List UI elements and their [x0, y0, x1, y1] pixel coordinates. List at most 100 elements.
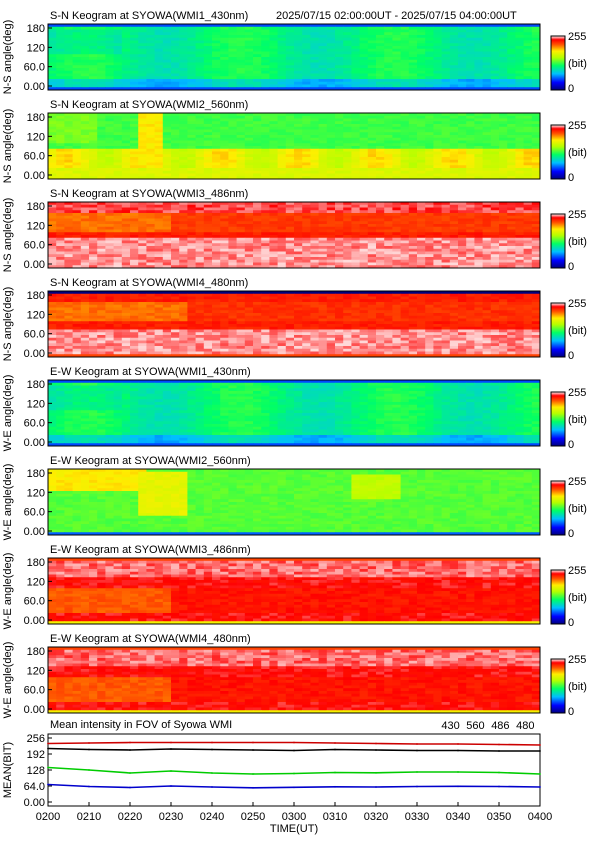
heatmap-cell [220, 168, 229, 172]
heatmap-cell [433, 59, 443, 63]
heatmap-cell [64, 240, 74, 244]
heatmap-cell [408, 135, 418, 139]
heatmap-cell [113, 143, 123, 147]
heatmap-cell [523, 132, 533, 136]
heatmap-cell [97, 259, 106, 263]
heatmap-cell [302, 168, 311, 172]
heatmap-cell [408, 118, 418, 122]
heatmap-cell [474, 224, 484, 228]
heatmap-cell [138, 293, 147, 297]
heatmap-cell [48, 218, 57, 222]
heatmap-cell [392, 296, 402, 300]
heatmap-cell [441, 146, 451, 150]
heatmap-cell [310, 81, 320, 85]
heatmap-cell [499, 140, 508, 144]
heatmap-cell [523, 221, 533, 225]
heatmap-cell [97, 79, 106, 83]
heatmap-cell [417, 299, 426, 303]
heatmap-cell [400, 293, 410, 297]
heatmap-cell [187, 115, 197, 119]
heatmap-cell [64, 293, 74, 297]
heatmap-cell [261, 204, 270, 208]
heatmap-cell [285, 235, 295, 239]
heatmap-cell [146, 291, 156, 295]
heatmap-cell [203, 246, 213, 250]
heatmap-cell [449, 46, 459, 50]
heatmap-cell [523, 259, 533, 263]
heatmap-cell [449, 132, 459, 136]
heatmap-cell [220, 148, 229, 152]
heatmap-cell [261, 113, 270, 117]
heatmap-cell [89, 51, 98, 55]
heatmap-cell [474, 232, 484, 236]
heatmap-cell [269, 35, 279, 39]
heatmap-cell [458, 265, 467, 269]
heatmap-cell [408, 143, 418, 147]
heatmap-cell [269, 154, 279, 158]
heatmap-cell [359, 62, 369, 66]
heatmap-cell [244, 57, 254, 61]
heatmap-cell [417, 35, 426, 39]
heatmap-cell [367, 135, 377, 139]
heatmap-cell [97, 132, 106, 136]
heatmap-cell [171, 154, 180, 158]
heatmap-cell [490, 132, 500, 136]
heatmap-cell [72, 76, 82, 80]
heatmap-cell [441, 87, 451, 91]
heatmap-cell [449, 143, 459, 147]
heatmap-cell [277, 243, 287, 247]
heatmap-cell [302, 237, 311, 241]
heatmap-cell [376, 262, 385, 266]
heatmap-cell [392, 162, 402, 166]
heatmap-cell [244, 254, 254, 258]
heatmap-cell [499, 159, 508, 163]
heatmap-cell [499, 304, 508, 308]
heatmap-cell [359, 35, 369, 39]
heatmap-cell [269, 254, 279, 258]
heatmap-cell [433, 65, 443, 69]
heatmap-cell [212, 32, 221, 36]
heatmap-cell [384, 146, 393, 150]
heatmap-cell [97, 213, 106, 217]
heatmap-cell [294, 48, 303, 52]
heatmap-cell [441, 137, 451, 141]
heatmap-cell [417, 243, 426, 247]
heatmap-cell [105, 81, 115, 85]
heatmap-cell [458, 226, 467, 230]
heatmap-cell [220, 251, 229, 255]
heatmap-cell [220, 221, 229, 225]
heatmap-cell [376, 157, 385, 161]
heatmap-cell [400, 243, 410, 247]
heatmap-cell [220, 54, 229, 58]
heatmap-cell [162, 296, 172, 300]
heatmap-cell [72, 165, 82, 169]
heatmap-cell [130, 170, 139, 174]
heatmap-cell [318, 121, 328, 125]
heatmap-cell [187, 124, 197, 128]
heatmap-cell [351, 48, 361, 52]
heatmap-cell [130, 262, 139, 266]
heatmap-cell [310, 218, 320, 222]
heatmap-cell [64, 48, 74, 52]
heatmap-cell [515, 162, 525, 166]
heatmap-cell [56, 40, 65, 44]
heatmap-cell [269, 146, 279, 150]
heatmap-cell [433, 210, 443, 214]
heatmap-cell [449, 140, 459, 144]
heatmap-cell [228, 159, 238, 163]
heatmap-cell [179, 265, 188, 269]
heatmap-cell [269, 165, 279, 169]
heatmap-cell [220, 29, 229, 33]
heatmap-cell [113, 148, 123, 152]
heatmap-cell [359, 313, 369, 317]
heatmap-cell [515, 170, 525, 174]
heatmap-cell [146, 296, 156, 300]
heatmap-cell [310, 213, 320, 217]
heatmap-cell [433, 113, 443, 117]
heatmap-cell [56, 251, 65, 255]
heatmap-cell [515, 229, 525, 233]
heatmap-cell [318, 232, 328, 236]
heatmap-cell [130, 81, 139, 85]
heatmap-cell [72, 299, 82, 303]
heatmap-cell [384, 46, 393, 50]
